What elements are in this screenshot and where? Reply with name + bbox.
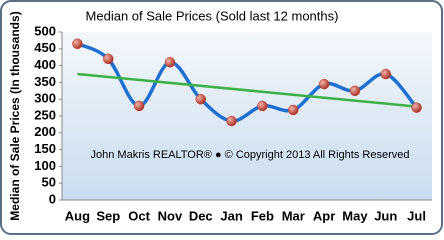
y-tick-label: 450	[34, 40, 56, 55]
y-tick-label: 300	[34, 91, 56, 106]
x-tick-label: May	[342, 208, 368, 223]
data-point	[72, 38, 83, 50]
y-tick-label: 200	[34, 124, 56, 139]
data-point	[257, 100, 268, 112]
chart-title: Median of Sale Prices (Sold last 12 mont…	[86, 8, 339, 23]
data-point	[133, 100, 145, 112]
data-point	[349, 85, 361, 97]
y-tick-label: 350	[34, 74, 56, 89]
x-tick-label: Aug	[65, 208, 90, 223]
y-tick-label: 100	[34, 158, 56, 173]
x-tick-label: Sep	[96, 208, 120, 223]
data-point	[411, 102, 422, 113]
watermark: John Makris REALTOR® ● © Copyright 2013 …	[91, 149, 410, 161]
y-tick-label: 400	[34, 57, 56, 72]
data-point	[164, 56, 176, 68]
y-tick-label: 500	[34, 23, 56, 38]
y-tick-label: 50	[42, 175, 56, 190]
x-tick-label: Dec	[189, 208, 213, 223]
x-tick-label: Oct	[128, 208, 150, 223]
data-point	[195, 93, 206, 105]
x-tick-label: Nov	[158, 208, 183, 223]
x-tick-label: Apr	[313, 208, 335, 223]
y-axis-label: Median of Sale Prices (In thousands)	[8, 11, 22, 220]
data-point	[318, 78, 330, 90]
x-tick-label: Jul	[407, 208, 426, 223]
y-tick-label: 250	[34, 107, 56, 122]
data-point	[226, 115, 237, 127]
x-tick-label: Jun	[374, 208, 397, 223]
data-point	[288, 104, 299, 116]
y-tick-label: 0	[49, 191, 56, 206]
x-tick-label: Jan	[220, 208, 242, 223]
x-tick-label: Mar	[282, 208, 305, 223]
trend-line	[77, 72, 417, 108]
x-tick-label: Feb	[251, 208, 274, 223]
data-point	[380, 68, 391, 80]
y-tick-label: 150	[34, 141, 56, 156]
data-point	[103, 53, 114, 65]
